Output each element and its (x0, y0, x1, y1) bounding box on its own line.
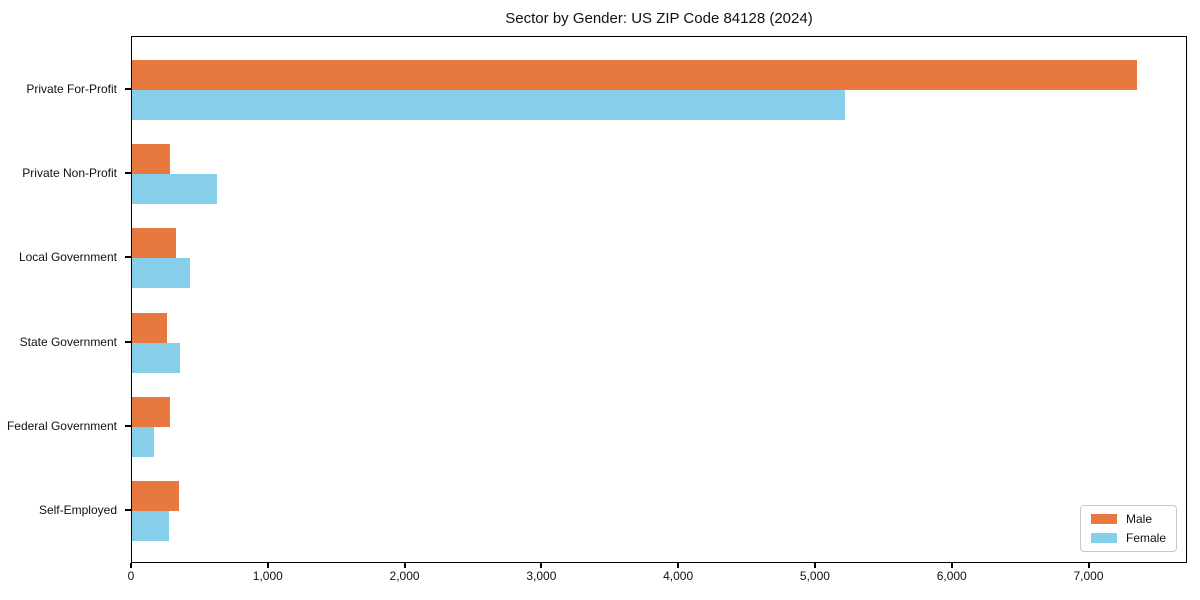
chart-title: Sector by Gender: US ZIP Code 84128 (202… (505, 10, 813, 27)
female-swatch-icon (1090, 533, 1117, 543)
legend-item-male: Male (1090, 512, 1166, 526)
y-tick-label: State Government (19, 334, 117, 349)
x-tick-mark (130, 563, 132, 568)
x-tick-mark (677, 563, 680, 568)
x-tick-mark (950, 563, 953, 568)
bar-female-3 (132, 342, 180, 373)
x-tick-label: 6,000 (936, 569, 967, 583)
x-tick-mark (1087, 563, 1090, 568)
x-tick-label: 2,000 (389, 569, 420, 583)
x-tick-label: 7,000 (1073, 569, 1104, 583)
x-tick-label: 5,000 (799, 569, 830, 583)
male-swatch-icon (1090, 514, 1117, 524)
y-tick-label: Federal Government (6, 418, 117, 433)
bar-female-0 (132, 89, 845, 120)
x-tick-mark (813, 563, 816, 568)
x-tick-mark (403, 563, 406, 568)
y-tick-label: Local Government (18, 250, 117, 265)
legend-label-female: Female (1125, 531, 1166, 545)
x-tick-label: 3,000 (526, 569, 557, 583)
x-tick-label: 1,000 (252, 569, 283, 583)
y-tick-mark (125, 256, 131, 259)
bar-male-2 (132, 228, 177, 259)
bar-male-0 (132, 59, 1138, 90)
bar-male-4 (132, 396, 170, 427)
x-tick-label: 4,000 (663, 569, 694, 583)
y-tick-mark (125, 340, 131, 343)
bar-male-5 (132, 481, 180, 512)
y-tick-label: Private Non-Profit (22, 166, 117, 181)
bar-female-1 (132, 174, 217, 205)
bar-female-4 (132, 426, 154, 457)
y-tick-label: Private For-Profit (26, 81, 117, 96)
legend: Male Female (1079, 505, 1177, 552)
bar-male-1 (132, 144, 171, 175)
plot-area: Male Female (131, 36, 1187, 563)
x-tick-label: 0 (127, 569, 135, 583)
x-tick-mark (266, 563, 269, 568)
bar-female-5 (132, 511, 169, 542)
legend-label-male: Male (1125, 512, 1152, 526)
y-tick-mark (125, 509, 131, 512)
y-tick-mark (125, 87, 131, 90)
y-tick-label: Self-Employed (38, 503, 117, 518)
y-tick-mark (125, 424, 131, 427)
legend-item-female: Female (1090, 531, 1166, 545)
bar-male-3 (132, 312, 167, 343)
x-tick-mark (540, 563, 543, 568)
y-tick-mark (125, 172, 131, 175)
bar-female-2 (132, 258, 191, 289)
